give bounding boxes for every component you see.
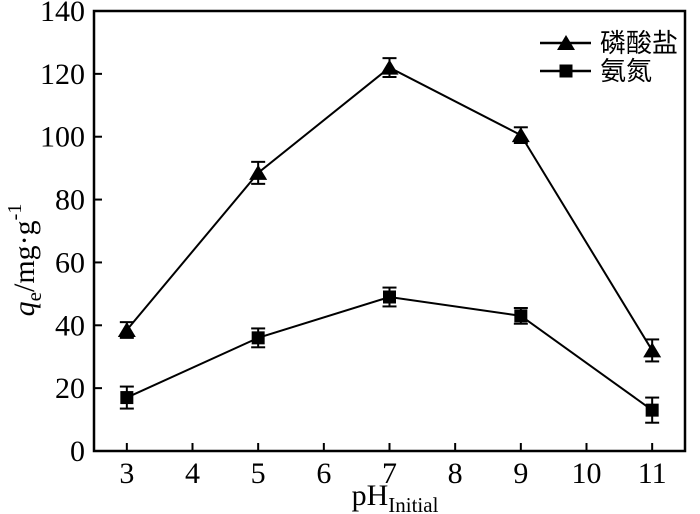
ammonia-nitrogen-square-marker (383, 290, 396, 304)
y-tick-label: 20 (55, 372, 85, 405)
legend-entry-phosphate: 磷酸盐 (540, 29, 678, 58)
x-tick-label: 10 (572, 457, 602, 490)
y-tick-label: 0 (70, 435, 85, 468)
y-axis-label: qe/mg·g-1 (4, 204, 46, 317)
y-tick-label: 80 (55, 184, 85, 217)
legend-label-phosphate: 磷酸盐 (600, 29, 678, 58)
legend-ammonia-nitrogen-square-marker (559, 64, 573, 78)
x-tick-label: 4 (185, 457, 200, 490)
ammonia-nitrogen-square-marker (645, 403, 659, 417)
x-tick-label: 11 (638, 457, 667, 490)
y-tick-label: 140 (40, 0, 85, 28)
x-tick-label: 6 (316, 457, 331, 490)
x-tick-label: 5 (251, 457, 266, 490)
phosphate-triangle-marker (643, 342, 662, 358)
phosphate-triangle-marker (380, 59, 399, 75)
legend-label-ammonia-nitrogen: 氨氮 (600, 57, 652, 86)
legend-phosphate-triangle-marker (557, 35, 575, 50)
phosphate-triangle-marker (249, 164, 268, 180)
phosphate-triangle-marker (117, 322, 136, 337)
ammonia-nitrogen-square-marker (514, 309, 528, 323)
y-tick-label: 40 (55, 309, 85, 342)
ammonia-nitrogen-square-marker (120, 391, 134, 405)
phosphate-triangle-marker (511, 127, 530, 143)
x-tick-label: 9 (513, 457, 528, 490)
ammonia-nitrogen-square-marker (251, 331, 265, 345)
y-tick-label: 120 (40, 58, 85, 91)
y-tick-label: 60 (55, 246, 85, 279)
x-tick-label: 7 (382, 457, 397, 490)
y-tick-label: 100 (40, 121, 85, 154)
x-tick-label: 3 (119, 457, 134, 490)
x-axis-label: pHInitial (352, 479, 439, 514)
x-tick-label: 8 (448, 457, 463, 490)
